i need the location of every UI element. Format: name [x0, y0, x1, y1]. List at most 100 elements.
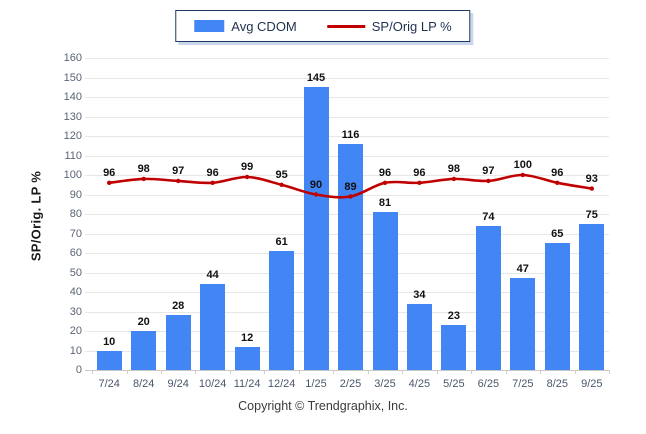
bar-value-label: 65 — [551, 228, 564, 241]
x-tick-label: 2/25 — [339, 378, 362, 390]
x-tick-mark — [540, 370, 542, 374]
bar-avg-cdom — [338, 143, 363, 370]
x-tick-mark — [333, 370, 335, 374]
line-value-label: 96 — [206, 166, 219, 179]
x-tick-label: 8/25 — [546, 378, 568, 390]
line-point-marker — [382, 180, 388, 185]
line-value-label: 97 — [482, 164, 495, 177]
x-tick-label: 1/25 — [305, 378, 327, 390]
x-tick-mark — [367, 370, 369, 374]
copyright: Copyright © Trendgraphix, Inc. — [238, 399, 408, 413]
x-tick-label: 3/25 — [374, 378, 396, 390]
x-tick-mark — [402, 370, 404, 374]
line-swatch-icon — [326, 24, 365, 28]
bar-avg-cdom — [441, 325, 467, 371]
y-tick-label: 20 — [69, 325, 82, 337]
line-point-marker — [313, 192, 319, 197]
line-point-marker — [141, 176, 146, 182]
line-point-marker — [417, 180, 422, 185]
x-tick-mark — [505, 370, 507, 374]
y-tick-label: 90 — [69, 188, 82, 201]
legend-label-avg-cdom: Avg CDOM — [231, 18, 297, 34]
x-tick-label: 8/24 — [132, 378, 155, 390]
line-point-marker — [486, 178, 491, 184]
y-tick-label: 130 — [63, 110, 82, 123]
bar-value-label: 34 — [413, 288, 426, 301]
y-tick-label: 40 — [69, 286, 82, 298]
line-value-label: 90 — [309, 178, 323, 191]
line-point-marker — [555, 180, 560, 185]
bar-value-label: 81 — [378, 197, 392, 210]
bar-value-label: 28 — [172, 300, 185, 313]
bar-value-label: 74 — [482, 210, 495, 223]
line-point-marker — [451, 176, 457, 182]
line-point-marker — [176, 178, 181, 184]
bar-value-label: 23 — [447, 310, 461, 323]
line-value-label: 96 — [413, 166, 426, 179]
line-value-label: 96 — [103, 166, 116, 179]
bar-value-label: 44 — [206, 269, 219, 282]
y-tick-label: 120 — [63, 130, 82, 142]
x-tick-label: 5/25 — [443, 378, 465, 390]
x-tick-mark — [471, 370, 473, 374]
bar-avg-cdom — [303, 87, 329, 371]
x-tick-label: 10/24 — [198, 378, 227, 390]
x-tick-mark — [92, 370, 93, 374]
line-value-label: 96 — [378, 166, 392, 179]
line-value-label: 89 — [344, 180, 357, 193]
line-point-marker — [279, 182, 284, 187]
gridline — [85, 116, 609, 118]
y-tick-label: 70 — [69, 227, 82, 240]
legend-item-avg-cdom: Avg CDOM — [194, 19, 297, 34]
y-tick-label: 110 — [64, 149, 82, 162]
bar-value-label: 47 — [516, 263, 529, 276]
y-tick-label: 50 — [69, 266, 82, 279]
bar-value-label: 10 — [103, 335, 116, 348]
x-tick-label: 7/25 — [512, 378, 534, 390]
line-point-marker — [107, 180, 112, 185]
bar-swatch-icon — [194, 20, 225, 32]
bar-avg-cdom — [406, 303, 432, 370]
x-tick-label: 9/25 — [581, 378, 603, 390]
y-tick-label: 0 — [75, 364, 82, 376]
line-value-label: 98 — [137, 162, 150, 175]
bar-avg-cdom — [234, 346, 260, 370]
bar-value-label: 12 — [240, 331, 254, 344]
bar-value-label: 20 — [137, 316, 150, 328]
bar-value-label: 145 — [306, 72, 326, 85]
line-point-marker — [348, 194, 353, 199]
y-tick-label: 160 — [63, 52, 82, 64]
x-tick-mark — [160, 370, 162, 374]
line-point-marker — [589, 186, 594, 191]
bar-avg-cdom — [475, 225, 501, 370]
x-tick-mark — [436, 370, 438, 374]
x-tick-label: 11/24 — [233, 378, 261, 390]
x-tick-mark — [264, 370, 266, 374]
line-series-sp-orig-lp — [107, 172, 594, 199]
line-value-label: 100 — [513, 159, 532, 171]
x-tick-mark — [126, 370, 128, 374]
line-value-label: 97 — [172, 164, 185, 177]
line-value-label: 95 — [275, 168, 288, 181]
y-tick-label: 140 — [63, 91, 82, 103]
y-tick-label: 10 — [69, 344, 82, 357]
bar-value-label: 75 — [585, 208, 598, 221]
x-tick-mark — [229, 370, 231, 374]
legend-label-sp-orig-lp: SP/Orig LP % — [371, 18, 452, 34]
y-tick-label: 150 — [63, 71, 82, 84]
legend-item-sp-orig-lp: SP/Orig LP % — [326, 18, 452, 34]
bar-avg-cdom — [165, 315, 191, 370]
bar-avg-cdom — [372, 212, 398, 371]
x-tick-label: 6/25 — [477, 378, 500, 390]
y-tick-label: 30 — [69, 305, 82, 318]
line-value-label: 96 — [551, 166, 564, 179]
gridline — [85, 77, 609, 79]
line-point-marker — [520, 172, 525, 178]
legend: Avg CDOM SP/Orig LP % — [175, 10, 471, 42]
bar-avg-cdom — [544, 243, 570, 371]
bar-value-label: 116 — [341, 128, 360, 141]
gridline — [85, 370, 609, 371]
x-tick-label: 9/24 — [167, 378, 189, 390]
y-tick-label: 80 — [69, 208, 82, 220]
